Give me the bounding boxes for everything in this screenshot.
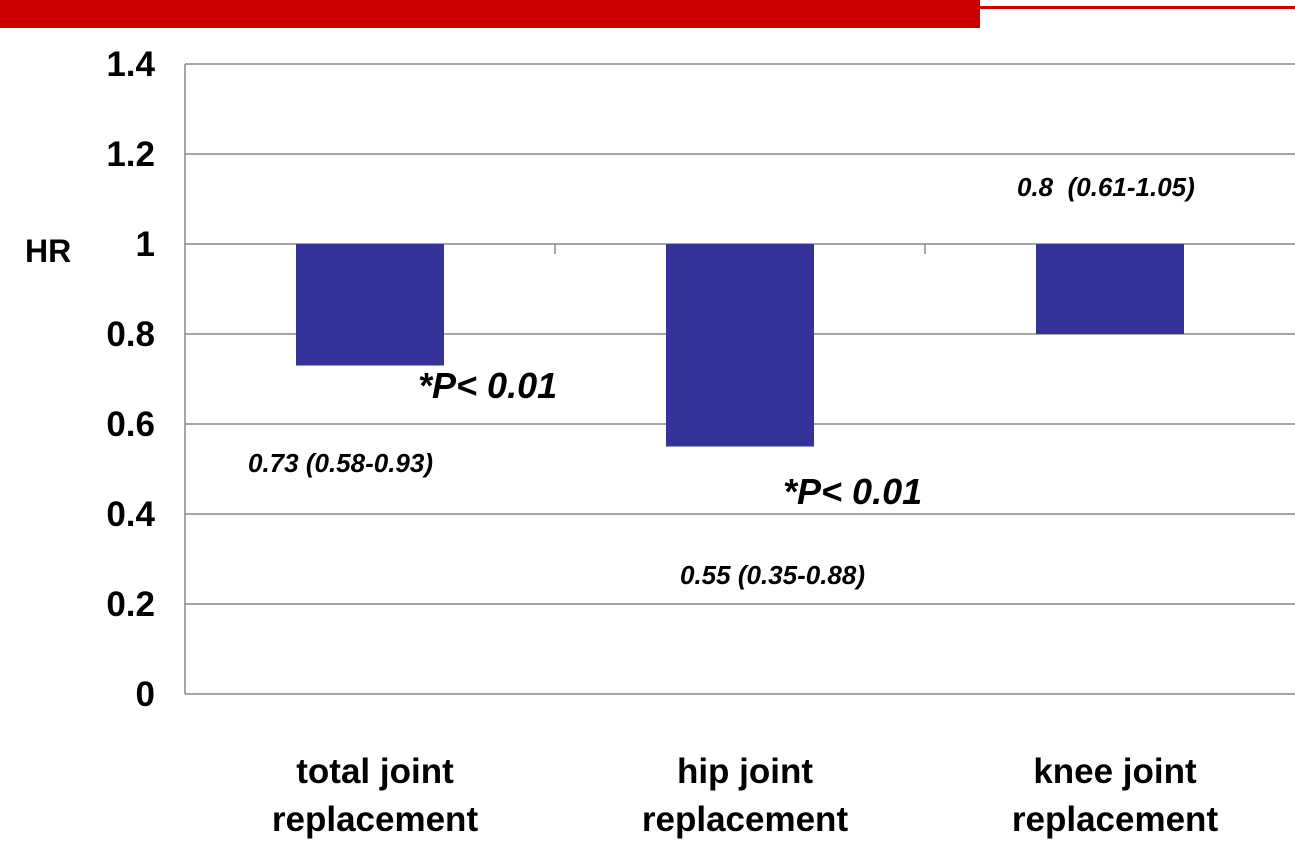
bar-2	[1036, 244, 1184, 334]
y-tick-label: 0.2	[106, 585, 155, 624]
ci-annotation: 0.55 (0.35-0.88)	[680, 560, 865, 590]
y-tick-label: 1	[136, 225, 155, 264]
x-category-label: replacement	[642, 800, 849, 839]
y-tick-label: 0.6	[106, 405, 155, 444]
p-value-annotation: *P< 0.01	[783, 471, 922, 512]
x-category-label: total joint	[296, 752, 454, 791]
x-category-label: replacement	[272, 800, 479, 839]
x-category-label: replacement	[1012, 800, 1219, 839]
top-banner	[0, 0, 980, 28]
y-tick-label: 1.4	[106, 45, 155, 84]
x-category-labels: total joint replacement hip joint replaceme…	[272, 752, 1219, 839]
bar-0	[296, 244, 444, 366]
y-tick-label: 1.2	[106, 135, 155, 174]
ci-annotation: 0.73 (0.58-0.93)	[248, 448, 433, 478]
y-tick-label: 0.8	[106, 315, 155, 354]
ci-annotation: 0.8 (0.61-1.05)	[1017, 172, 1195, 202]
y-tick-label: 0.4	[106, 495, 155, 534]
x-category-label: hip joint	[677, 752, 813, 791]
annotations: 0.73 (0.58-0.93) *P< 0.01 0.55 (0.35-0.88)…	[248, 172, 1195, 590]
y-axis-label: HR	[25, 233, 71, 269]
baseline-ticks	[554, 244, 926, 254]
x-category-label: knee joint	[1033, 752, 1197, 791]
y-tick-labels: 0 0.2 0.4 0.6 0.8 1 1.2 1.4	[106, 45, 155, 714]
y-tick-label: 0	[136, 675, 155, 714]
bars	[296, 244, 1184, 447]
top-banner-thin	[980, 6, 1295, 9]
p-value-annotation: *P< 0.01	[418, 365, 557, 406]
bar-1	[666, 244, 814, 447]
